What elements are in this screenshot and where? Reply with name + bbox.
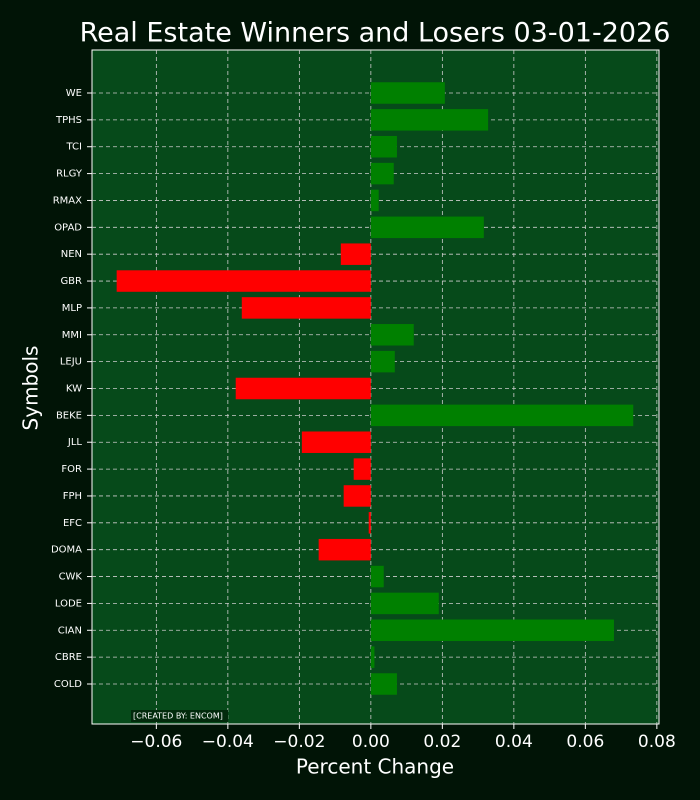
- bar: [318, 538, 371, 561]
- bar: [370, 619, 614, 642]
- x-tick-label: −0.02: [273, 732, 325, 752]
- chart-title: Real Estate Winners and Losers 03-01-202…: [80, 18, 671, 49]
- y-tick-label: KW: [66, 384, 82, 395]
- y-tick-label: CIAN: [58, 625, 82, 636]
- bar: [370, 350, 395, 373]
- y-tick-label: DOMA: [51, 545, 82, 556]
- bar: [370, 565, 384, 588]
- y-tick-label: RMAX: [53, 195, 82, 206]
- y-tick-label: OPAD: [54, 222, 82, 233]
- y-tick-label: FPH: [63, 491, 82, 502]
- annotation-box: [131, 710, 228, 722]
- bar: [370, 216, 484, 239]
- y-tick-label: JLL: [67, 437, 83, 448]
- x-axis-label: Percent Change: [296, 755, 454, 779]
- y-tick-label: LEJU: [60, 357, 82, 368]
- bar: [301, 431, 371, 453]
- bar: [370, 162, 394, 185]
- bar: [235, 377, 371, 400]
- x-tick-label: 0.06: [566, 732, 604, 752]
- bar: [370, 324, 414, 346]
- y-tick-label: COLD: [54, 679, 82, 690]
- x-tick-label: 0.00: [352, 732, 390, 752]
- y-tick-label: CWK: [59, 572, 83, 583]
- bar: [370, 189, 379, 212]
- bar: [241, 297, 371, 319]
- bar: [353, 458, 371, 480]
- y-tick-label: TCI: [66, 142, 82, 153]
- y-tick-label: BEKE: [56, 410, 82, 421]
- bar: [340, 243, 371, 265]
- x-tick-label: 0.04: [495, 732, 533, 752]
- y-tick-label: NEN: [61, 249, 82, 260]
- y-tick-label: GBR: [60, 276, 82, 287]
- bar: [370, 404, 634, 427]
- y-tick-label: RLGY: [56, 169, 83, 180]
- y-tick-label: MMI: [62, 330, 82, 341]
- y-tick-label: WE: [66, 88, 82, 99]
- y-tick-label: TPHS: [55, 115, 82, 126]
- y-tick-label: MLP: [62, 303, 82, 314]
- x-tick-label: 0.08: [638, 732, 676, 752]
- bar: [370, 592, 439, 615]
- bar: [370, 82, 445, 104]
- x-tick-label: 0.02: [423, 732, 461, 752]
- y-tick-label: CBRE: [55, 652, 82, 663]
- bar: [370, 673, 397, 695]
- y-tick-label: FOR: [61, 464, 82, 475]
- bar: [370, 109, 489, 131]
- bar: [343, 485, 371, 507]
- y-tick-label: LODE: [55, 598, 82, 609]
- x-tick-label: −0.04: [202, 732, 254, 752]
- bar: [370, 646, 375, 668]
- bar: [116, 270, 371, 292]
- y-tick-label: EFC: [63, 518, 82, 529]
- y-axis-label: Symbols: [19, 346, 43, 431]
- x-tick-label: −0.06: [130, 732, 182, 752]
- annotation: [CREATED BY: ENCOM]: [133, 712, 223, 721]
- bar: [368, 512, 371, 534]
- bar: [370, 135, 397, 158]
